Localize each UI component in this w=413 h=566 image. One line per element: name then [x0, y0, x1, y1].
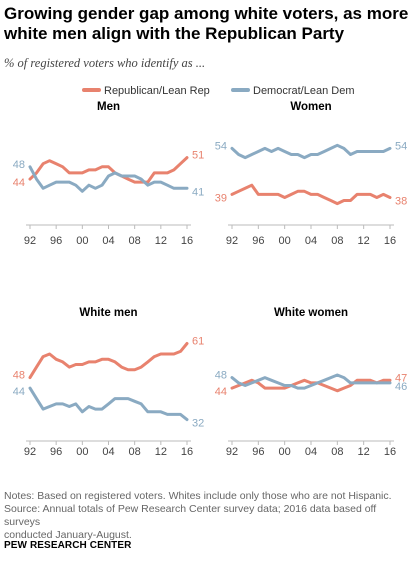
x-tick-label: 04	[102, 446, 114, 458]
panel-title: Women	[290, 101, 331, 113]
panel-white-women: White women 92 96 00 04 08 12 16 44 47 48 46	[215, 307, 408, 458]
x-tick-label: 16	[384, 446, 396, 458]
x-tick-label: 00	[279, 235, 291, 247]
panel-white-men: White men 92 96 00 04 08 12 16 48 61 44 32	[13, 307, 205, 458]
x-tick-label: 08	[331, 235, 343, 247]
x-tick-label: 16	[181, 446, 193, 458]
x-tick-label: 92	[24, 446, 36, 458]
end-label-republican: 61	[192, 336, 204, 348]
x-tick-label: 12	[155, 446, 167, 458]
x-tick-label: 04	[305, 235, 317, 247]
panel-title: White men	[79, 307, 137, 319]
x-tick-label: 04	[102, 235, 114, 247]
legend: Republican/Lean Rep Democrat/Lean Dem	[82, 85, 355, 97]
start-label-republican: 39	[215, 192, 227, 204]
x-tick-label: 96	[50, 235, 62, 247]
legend-label-democrat: Democrat/Lean Dem	[253, 85, 355, 97]
x-tick-label: 92	[24, 235, 36, 247]
chart-subtitle: % of registered voters who identify as .…	[4, 56, 206, 70]
series-line-democrat	[28, 165, 189, 193]
x-tick-label: 08	[129, 446, 141, 458]
end-label-democrat: 32	[192, 418, 204, 430]
panel-title: White women	[274, 307, 348, 319]
start-label-republican: 44	[215, 386, 227, 398]
source-line-continued: conducted January-August.	[4, 529, 132, 541]
x-tick-label: 00	[76, 446, 88, 458]
x-tick-label: 16	[384, 235, 396, 247]
x-tick-label: 96	[252, 235, 264, 247]
series-line-republican	[28, 156, 189, 184]
series-line-democrat	[28, 386, 189, 422]
start-label-republican: 48	[13, 370, 25, 382]
start-label-democrat: 48	[215, 370, 227, 382]
series-line-republican	[230, 378, 392, 393]
x-tick-label: 08	[331, 446, 343, 458]
source-org: PEW RESEARCH CENTER	[4, 540, 132, 551]
x-tick-label: 92	[226, 235, 238, 247]
chart-panels: Men 92 96 00 04 08 12 16 44 51 48 41 Women 92 96 00 04 08…	[13, 101, 408, 458]
start-label-democrat: 48	[13, 159, 25, 171]
end-label-democrat: 46	[395, 381, 407, 393]
x-tick-label: 92	[226, 446, 238, 458]
x-tick-label: 12	[155, 235, 167, 247]
panel-women: Women 92 96 00 04 08 12 16 39 38 54 54	[215, 101, 408, 247]
x-tick-label: 16	[181, 235, 193, 247]
series-line-republican	[230, 183, 392, 206]
x-tick-label: 96	[50, 446, 62, 458]
panel-title: Men	[97, 101, 120, 113]
end-label-democrat: 41	[192, 186, 204, 198]
chart-title: Growing gender gap among white voters, a…	[4, 4, 409, 43]
end-label-republican: 51	[192, 150, 204, 162]
end-label-republican: 47	[395, 372, 407, 384]
end-label-republican: 38	[395, 195, 407, 207]
x-tick-label: 08	[129, 235, 141, 247]
end-label-democrat: 54	[395, 140, 407, 152]
x-tick-label: 00	[76, 235, 88, 247]
notes: Notes: Based on registered voters. White…	[4, 490, 409, 542]
start-label-democrat: 54	[215, 140, 227, 152]
series-line-democrat	[230, 373, 392, 390]
x-tick-label: 04	[305, 446, 317, 458]
start-label-republican: 44	[13, 177, 25, 189]
x-tick-label: 96	[252, 446, 264, 458]
series-line-republican	[28, 342, 189, 380]
series-line-democrat	[230, 143, 392, 160]
x-tick-label: 12	[358, 235, 370, 247]
source-line: Source: Annual totals of Pew Research Ce…	[4, 503, 377, 528]
x-tick-label: 00	[279, 446, 291, 458]
start-label-democrat: 44	[13, 386, 25, 398]
note-line: Notes: Based on registered voters. White…	[4, 490, 392, 502]
panel-men: Men 92 96 00 04 08 12 16 44 51 48 41	[13, 101, 205, 247]
legend-label-republican: Republican/Lean Rep	[104, 85, 210, 97]
x-tick-label: 12	[358, 446, 370, 458]
